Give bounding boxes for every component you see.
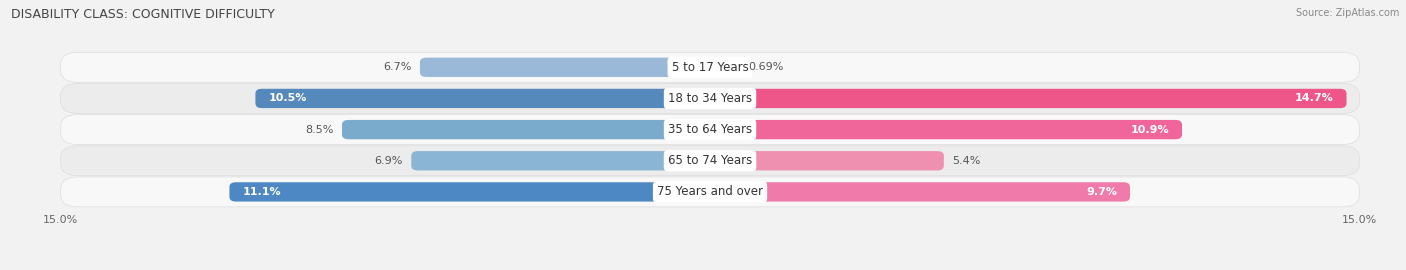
Text: 65 to 74 Years: 65 to 74 Years (668, 154, 752, 167)
Text: 9.7%: 9.7% (1085, 187, 1116, 197)
Text: 5.4%: 5.4% (952, 156, 981, 166)
FancyBboxPatch shape (710, 120, 1182, 139)
FancyBboxPatch shape (710, 151, 943, 170)
Text: 8.5%: 8.5% (305, 124, 333, 135)
Text: 35 to 64 Years: 35 to 64 Years (668, 123, 752, 136)
FancyBboxPatch shape (60, 115, 1360, 144)
FancyBboxPatch shape (256, 89, 710, 108)
FancyBboxPatch shape (710, 182, 1130, 202)
FancyBboxPatch shape (710, 89, 1347, 108)
FancyBboxPatch shape (60, 146, 1360, 176)
Text: Source: ZipAtlas.com: Source: ZipAtlas.com (1295, 8, 1399, 18)
FancyBboxPatch shape (342, 120, 710, 139)
Text: 0.69%: 0.69% (748, 62, 785, 72)
Text: 11.1%: 11.1% (242, 187, 281, 197)
Text: 18 to 34 Years: 18 to 34 Years (668, 92, 752, 105)
FancyBboxPatch shape (710, 58, 740, 77)
Text: 14.7%: 14.7% (1295, 93, 1333, 103)
FancyBboxPatch shape (60, 177, 1360, 207)
FancyBboxPatch shape (420, 58, 710, 77)
Text: 10.9%: 10.9% (1130, 124, 1168, 135)
FancyBboxPatch shape (60, 52, 1360, 82)
Text: 75 Years and over: 75 Years and over (657, 185, 763, 198)
Text: 5 to 17 Years: 5 to 17 Years (672, 61, 748, 74)
FancyBboxPatch shape (412, 151, 710, 170)
Text: DISABILITY CLASS: COGNITIVE DIFFICULTY: DISABILITY CLASS: COGNITIVE DIFFICULTY (11, 8, 276, 21)
Text: 6.7%: 6.7% (382, 62, 412, 72)
Text: 6.9%: 6.9% (374, 156, 402, 166)
Text: 10.5%: 10.5% (269, 93, 307, 103)
FancyBboxPatch shape (229, 182, 710, 202)
FancyBboxPatch shape (60, 83, 1360, 113)
